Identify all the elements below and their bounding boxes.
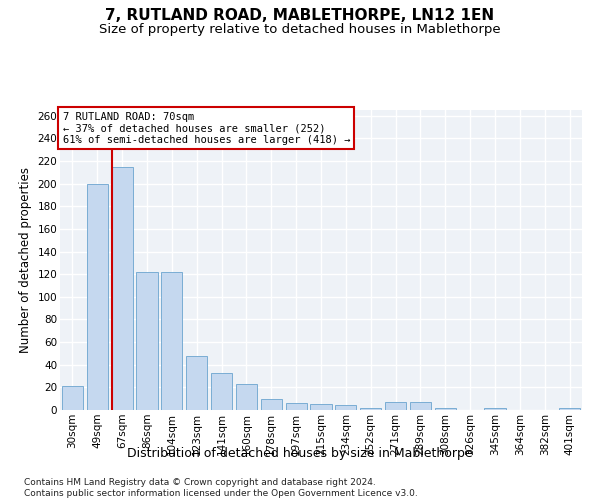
Bar <box>112 166 133 410</box>
Text: 7 RUTLAND ROAD: 70sqm
← 37% of detached houses are smaller (252)
61% of semi-det: 7 RUTLAND ROAD: 70sqm ← 37% of detached … <box>62 112 350 144</box>
Bar <box>310 404 332 410</box>
Bar <box>435 408 456 410</box>
Bar <box>286 403 307 410</box>
Bar <box>385 402 406 410</box>
Bar <box>335 406 356 410</box>
Bar <box>136 272 158 410</box>
Bar <box>161 272 182 410</box>
Text: Distribution of detached houses by size in Mablethorpe: Distribution of detached houses by size … <box>127 448 473 460</box>
Text: Size of property relative to detached houses in Mablethorpe: Size of property relative to detached ho… <box>99 22 501 36</box>
Bar <box>484 408 506 410</box>
Bar <box>559 408 580 410</box>
Bar <box>87 184 108 410</box>
Bar <box>236 384 257 410</box>
Bar <box>211 372 232 410</box>
Bar <box>410 402 431 410</box>
Bar <box>62 386 83 410</box>
Y-axis label: Number of detached properties: Number of detached properties <box>19 167 32 353</box>
Text: 7, RUTLAND ROAD, MABLETHORPE, LN12 1EN: 7, RUTLAND ROAD, MABLETHORPE, LN12 1EN <box>106 8 494 22</box>
Text: Contains HM Land Registry data © Crown copyright and database right 2024.
Contai: Contains HM Land Registry data © Crown c… <box>24 478 418 498</box>
Bar <box>360 408 381 410</box>
Bar <box>186 356 207 410</box>
Bar <box>261 398 282 410</box>
